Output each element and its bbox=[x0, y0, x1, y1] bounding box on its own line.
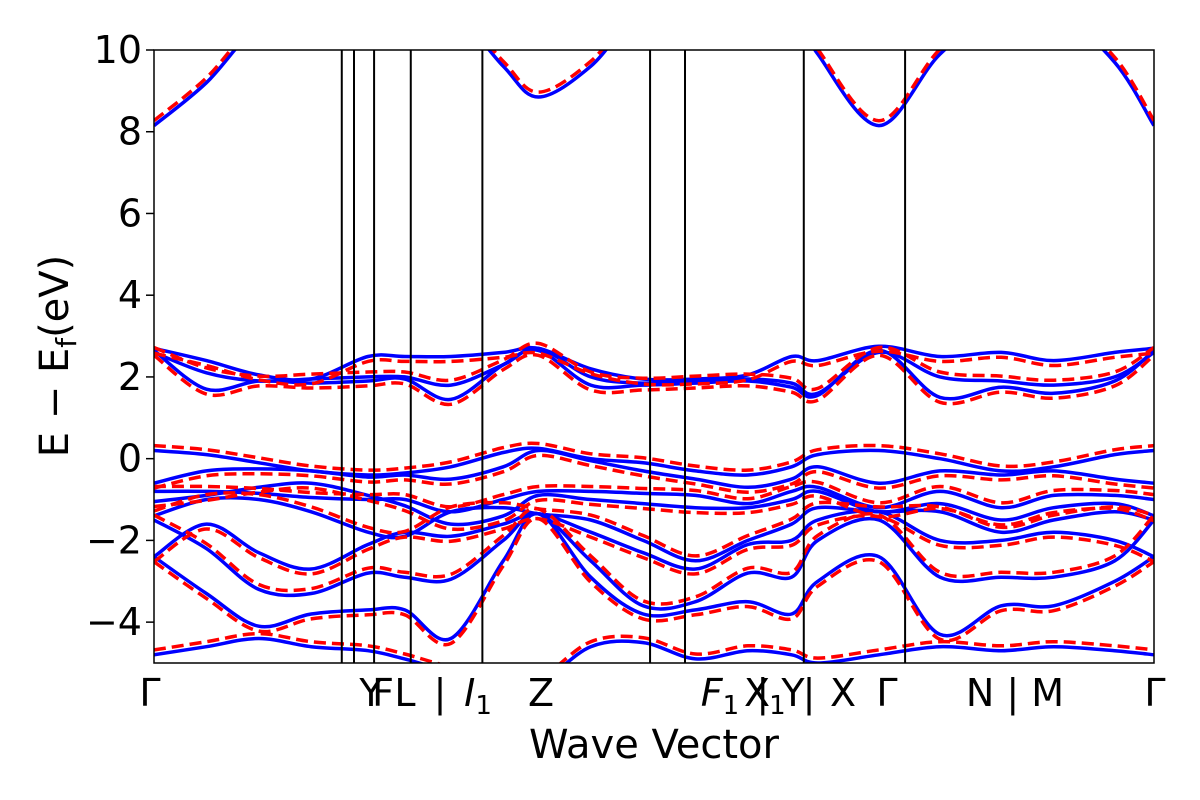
y-tick-label: −2 bbox=[86, 518, 142, 562]
x-tick-label: X bbox=[830, 671, 856, 715]
x-tick-label: L bbox=[394, 671, 415, 715]
band-dashed-11 bbox=[154, 516, 1154, 647]
band-dashed-5 bbox=[154, 453, 1154, 494]
band-solid-3 bbox=[154, 347, 1154, 402]
y-axis-title-unit: (eV) bbox=[32, 255, 78, 338]
band-solid-5 bbox=[154, 448, 1154, 490]
band-solid-6 bbox=[154, 484, 1154, 514]
x-tick-label: Γ bbox=[1144, 671, 1165, 715]
x-tick-label: Y bbox=[358, 671, 383, 715]
y-tick-label: 10 bbox=[94, 28, 142, 72]
band-solid-7 bbox=[154, 481, 1154, 527]
x-tick-label: | bbox=[803, 671, 816, 716]
band-solid-9 bbox=[154, 509, 1154, 571]
x-tick-label: I1 bbox=[464, 671, 492, 721]
y-tick-label: −4 bbox=[86, 600, 142, 644]
y-axis-title: E − Ef(eV) bbox=[32, 255, 83, 458]
x-tick-label: F bbox=[372, 671, 394, 715]
band-solid-11 bbox=[154, 512, 1154, 642]
x-axis-title: Wave Vector bbox=[529, 722, 780, 768]
band-dashed-0 bbox=[154, 50, 1154, 123]
x-tick-label: F1 bbox=[701, 671, 739, 721]
band-dashed-4 bbox=[154, 441, 1154, 472]
x-tick-label: Z bbox=[528, 671, 554, 715]
band-dashed-12 bbox=[154, 631, 1154, 663]
band-solid-8 bbox=[154, 495, 1154, 563]
y-tick-label: 4 bbox=[118, 273, 142, 317]
y-tick-label: 2 bbox=[118, 355, 142, 399]
x-tick-label: Y bbox=[780, 671, 805, 715]
x-tick-label: Γ bbox=[876, 671, 897, 715]
x-tick-label: | bbox=[434, 671, 447, 716]
bands-layer bbox=[154, 50, 1154, 663]
band-dashed-8 bbox=[154, 491, 1154, 558]
band-dashed-9 bbox=[154, 514, 1154, 576]
y-axis-title-sub: f bbox=[50, 337, 83, 348]
band-solid-0 bbox=[154, 50, 1154, 128]
plot-frame bbox=[153, 49, 1155, 664]
y-tick-label: 8 bbox=[118, 110, 142, 154]
band-dashed-10 bbox=[154, 506, 1154, 606]
x-tick-label: |1 bbox=[756, 671, 785, 721]
y-tick-label: 6 bbox=[118, 191, 142, 235]
x-tick-label: X bbox=[744, 671, 770, 715]
y-tick-label: 0 bbox=[118, 437, 142, 481]
band-solid-12 bbox=[154, 636, 1154, 663]
high-symmetry-lines bbox=[340, 50, 907, 663]
band-dashed-6 bbox=[154, 479, 1154, 509]
band-dashed-3 bbox=[154, 352, 1154, 407]
y-axis: −4 −2 0 2 4 6 8 10 bbox=[86, 28, 154, 644]
x-tick-label: Γ bbox=[139, 671, 160, 715]
band-dashed-1 bbox=[154, 349, 1154, 387]
y-axis-title-main: E − E bbox=[32, 348, 78, 458]
x-tick-label: N | M bbox=[966, 671, 1064, 716]
band-solid-10 bbox=[154, 511, 1154, 611]
band-dashed-2 bbox=[154, 341, 1154, 392]
